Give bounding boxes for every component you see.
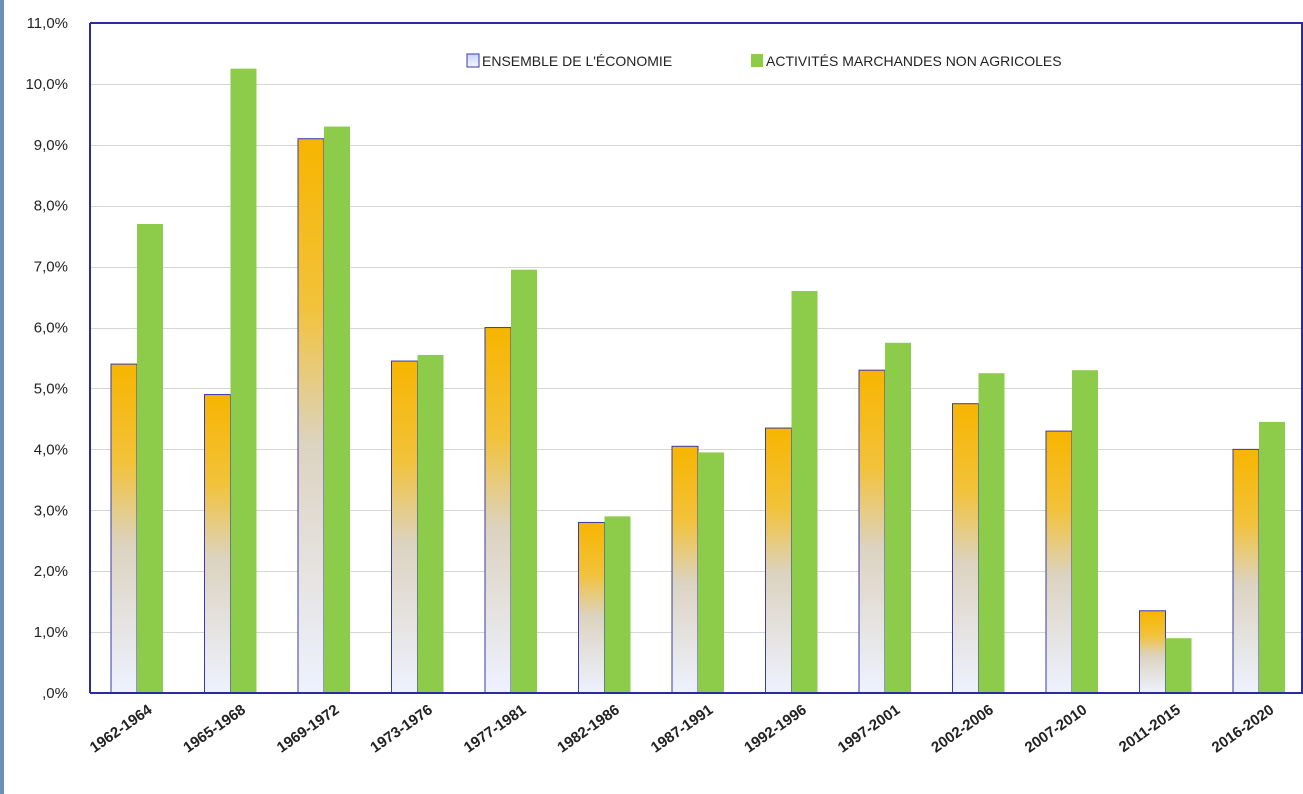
bar-series-2 <box>604 516 631 693</box>
bar-series-1 <box>578 521 605 694</box>
bar-series-2 <box>417 354 444 693</box>
bar-series-2 <box>230 68 257 693</box>
y-tick-label: 2,0% <box>34 563 68 580</box>
y-tick-label: 11,0% <box>27 15 68 32</box>
bars <box>110 68 1285 694</box>
bar-series-1 <box>1232 448 1260 694</box>
bar-series-2 <box>324 126 350 693</box>
bar-series-1 <box>765 427 792 694</box>
y-tick-label: 9,0% <box>34 137 68 154</box>
bar-series-2 <box>511 269 537 693</box>
legend-label-series-2: ACTIVITÉS MARCHANDES NON AGRICOLES <box>766 53 1062 69</box>
legend-swatch-series-2 <box>751 54 763 67</box>
legend-swatch-series-1 <box>466 53 480 68</box>
y-tick-label: 3,0% <box>34 502 68 519</box>
y-tick-label: 7,0% <box>34 259 68 276</box>
bar-series-1 <box>297 138 325 694</box>
bar-series-2 <box>1259 421 1285 693</box>
bar-series-1 <box>484 327 512 694</box>
bar-series-1 <box>952 403 979 694</box>
plot-frame <box>89 22 1303 694</box>
y-tick-label: 5,0% <box>34 380 68 397</box>
y-tick-label: 10,0% <box>25 76 68 93</box>
bar-series-2 <box>978 373 1005 693</box>
bar-series-2 <box>1072 370 1098 693</box>
bar-series-1 <box>391 360 418 694</box>
gridlines <box>90 84 1303 633</box>
bar-series-1 <box>858 369 886 694</box>
y-tick-label: 1,0% <box>34 624 68 641</box>
bar-series-2 <box>791 291 818 693</box>
bar-series-1 <box>1045 430 1073 694</box>
bar-series-2 <box>1165 638 1192 693</box>
bar-series-1 <box>1139 610 1166 694</box>
legend: ENSEMBLE DE L'ÉCONOMIE ACTIVITÉS MARCHAN… <box>466 53 1062 69</box>
y-tick-label: 8,0% <box>34 198 68 215</box>
y-tick-label: ,0% <box>42 685 68 702</box>
y-tick-label: 6,0% <box>34 320 68 337</box>
y-axis-ticks: ,0% 1,0% 2,0% 3,0% 4,0% 5,0% 6,0% 7,0% 8,0% 9,0% 1… <box>25 15 68 702</box>
y-tick-label: 4,0% <box>34 441 68 458</box>
bar-series-1 <box>110 363 138 694</box>
left-edge-strip <box>0 0 4 794</box>
legend-label-series-1: ENSEMBLE DE L'ÉCONOMIE <box>482 53 672 69</box>
bar-series-2 <box>698 452 724 693</box>
bar-series-1 <box>671 445 699 694</box>
bar-series-2 <box>137 224 163 693</box>
bar-series-1 <box>204 394 231 694</box>
bar-series-2 <box>885 342 911 693</box>
